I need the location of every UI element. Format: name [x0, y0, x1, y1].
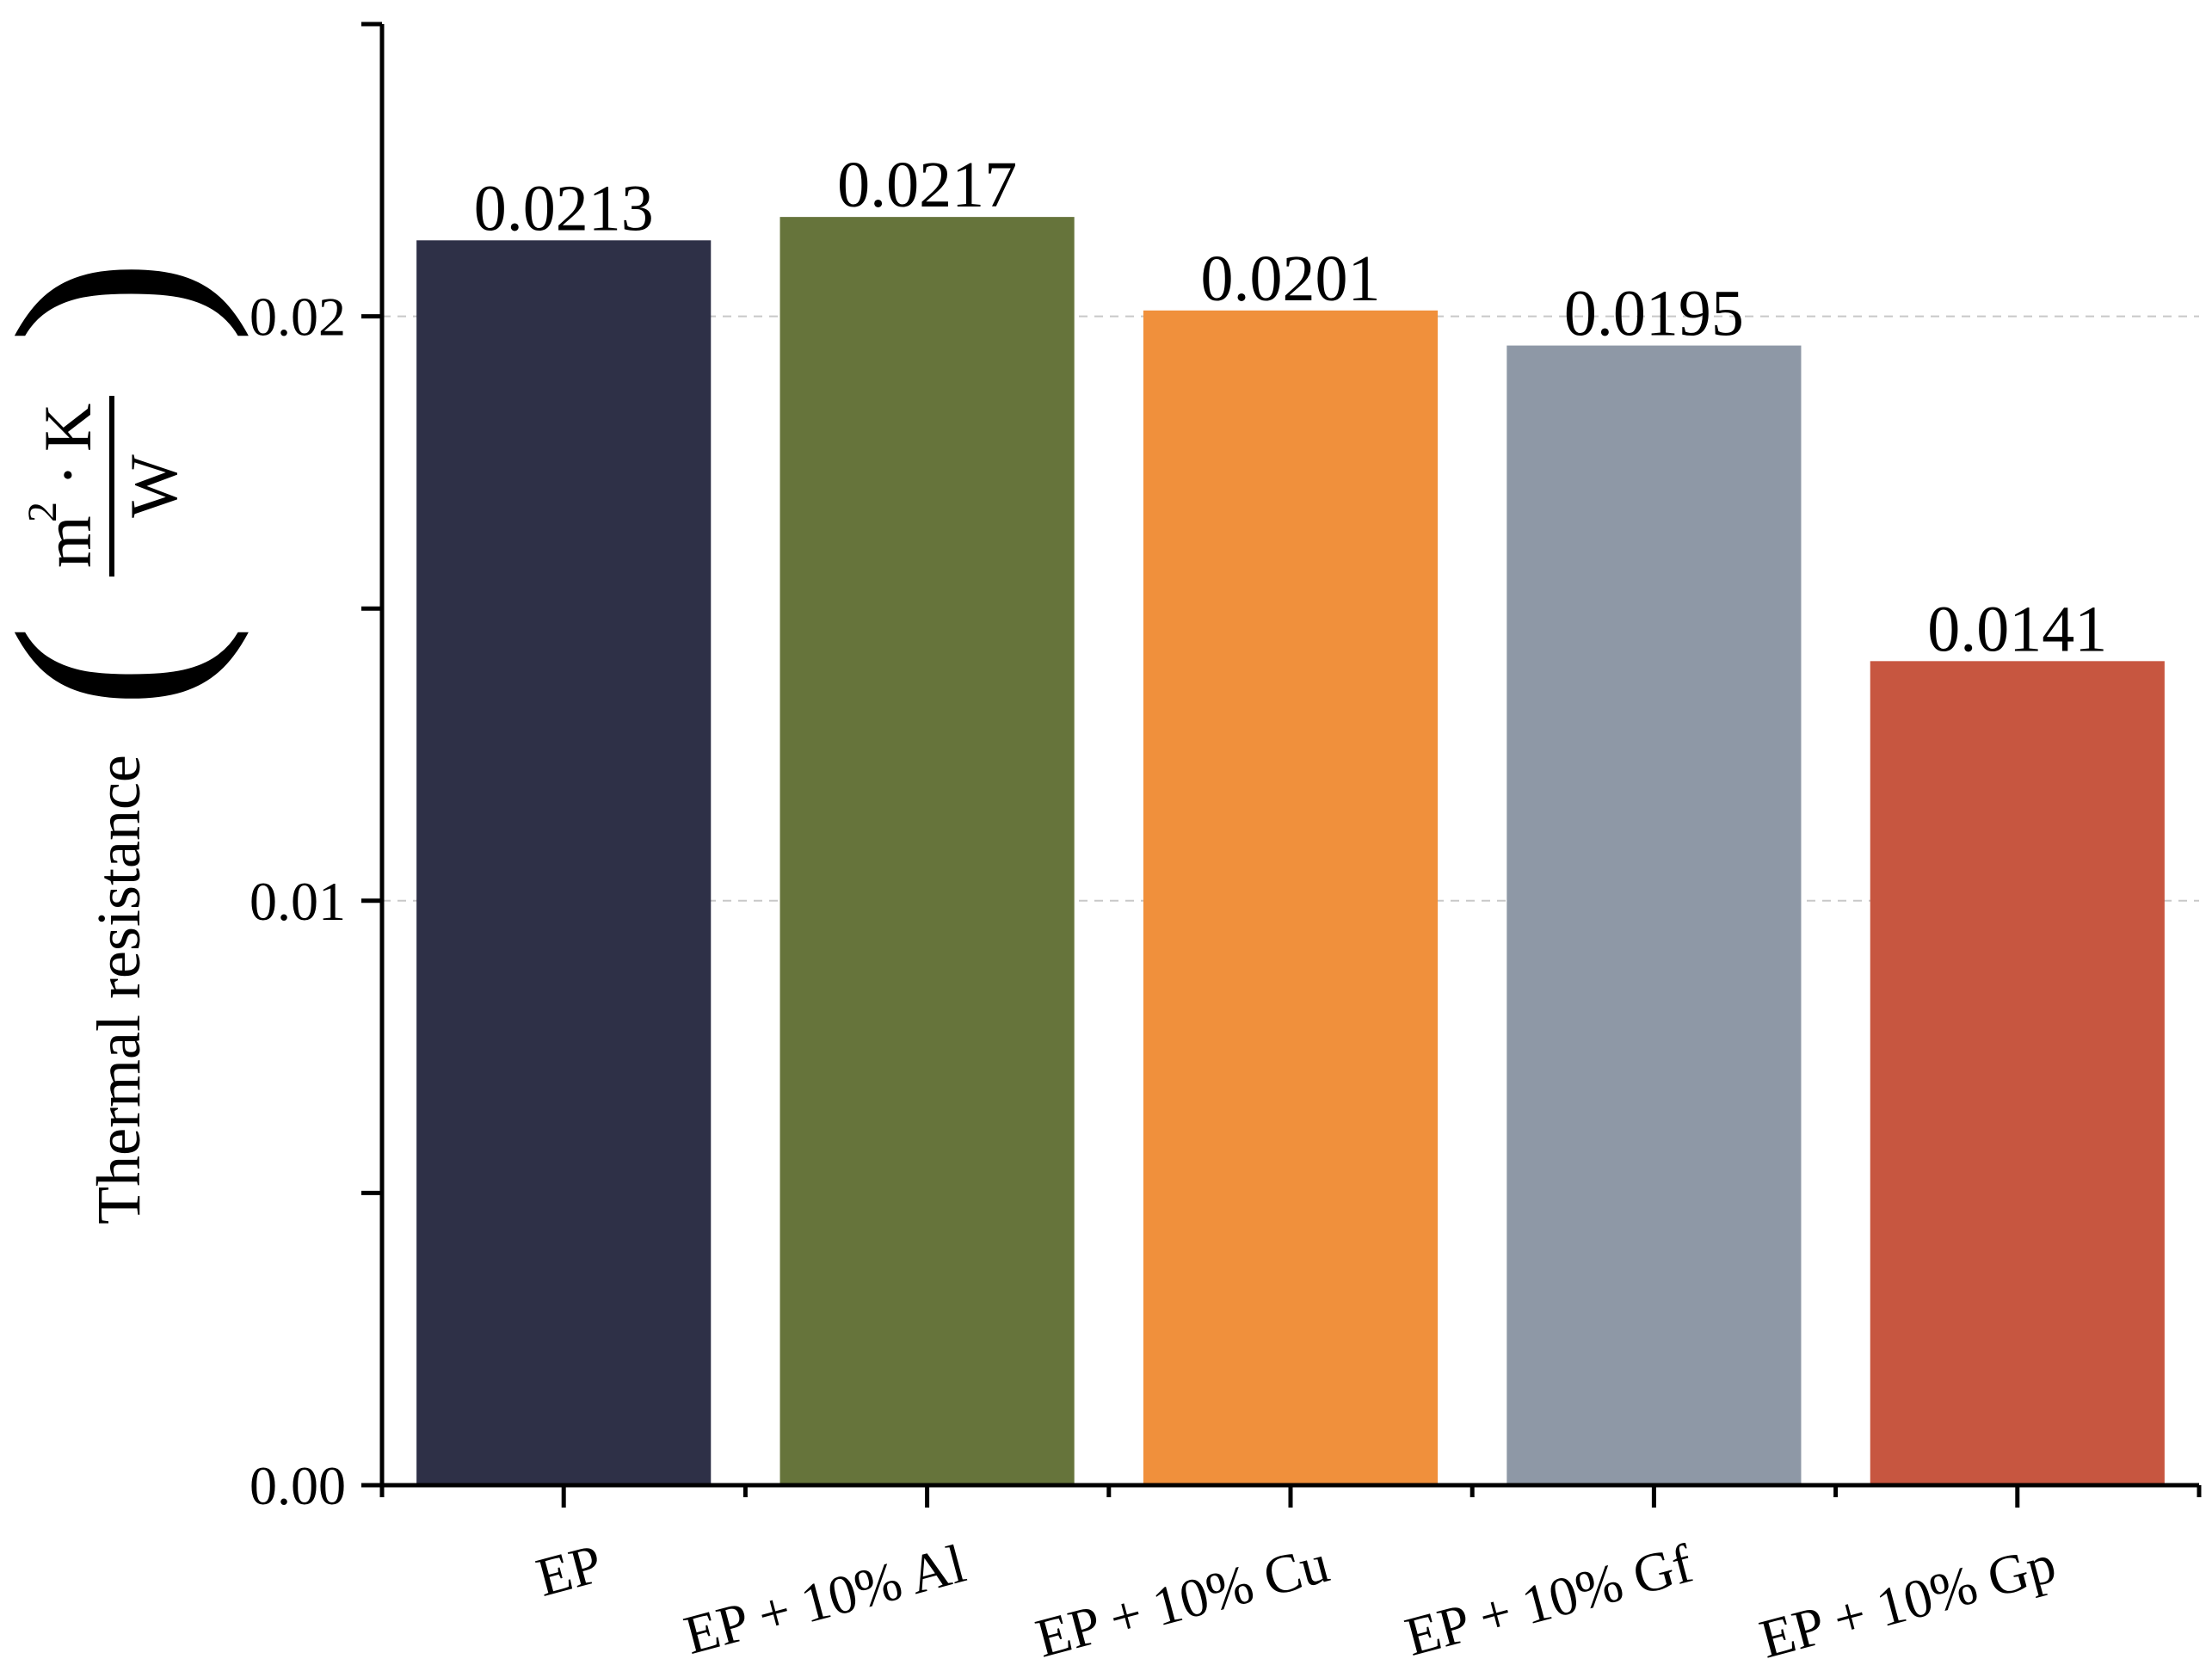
unit-m: m [30, 515, 105, 568]
bar [779, 217, 1075, 1486]
y-axis-label: Thermal resistance ( m 2 · K W ) [0, 258, 250, 1224]
bar-value-label: 0.0217 [837, 149, 1017, 221]
y-tick-label: 0.01 [250, 871, 346, 932]
x-tick-label: EP + 10% Al [678, 1533, 971, 1659]
x-axis-ticks: EP EP + 10% Al EP + 10% Cu EP + 10% Gf EP + … [379, 1485, 2202, 1659]
y-tick-label: 0.02 [250, 287, 346, 348]
x-tick-label: EP + 10% Cu [1030, 1533, 1335, 1659]
y-axis-title: Thermal resistance [84, 755, 153, 1224]
unit-close-paren: ) [0, 258, 250, 344]
unit-numerator: m [30, 515, 105, 568]
bar [1870, 661, 2165, 1485]
unit-superscript: 2 [20, 502, 65, 522]
y-axis-unit: ( m 2 · K W ) [0, 258, 250, 710]
unit-denominator: W [116, 454, 191, 518]
bar [416, 240, 712, 1486]
y-tick-label: 0.00 [250, 1455, 346, 1516]
x-tick-label: EP [530, 1533, 608, 1608]
bar-value-label: 0.0201 [1201, 243, 1381, 315]
unit-open-paren: ( [0, 624, 250, 710]
bar [1507, 345, 1802, 1485]
bars [416, 217, 2165, 1486]
bar [1143, 310, 1439, 1486]
unit-k: K [30, 404, 105, 452]
bar-value-label: 0.0141 [1927, 593, 2107, 665]
unit-dot: · [30, 464, 105, 486]
y-axis-ticks: 0.00 0.01 0.02 [250, 22, 382, 1516]
x-tick-label: EP + 10% Gp [1753, 1533, 2061, 1659]
data-labels: 0.0213 0.0217 0.0201 0.0195 0.0141 [474, 149, 2108, 665]
x-tick-label: EP + 10% Gf [1399, 1533, 1699, 1659]
bar-value-label: 0.0195 [1564, 278, 1744, 350]
bar-value-label: 0.0213 [474, 172, 654, 244]
